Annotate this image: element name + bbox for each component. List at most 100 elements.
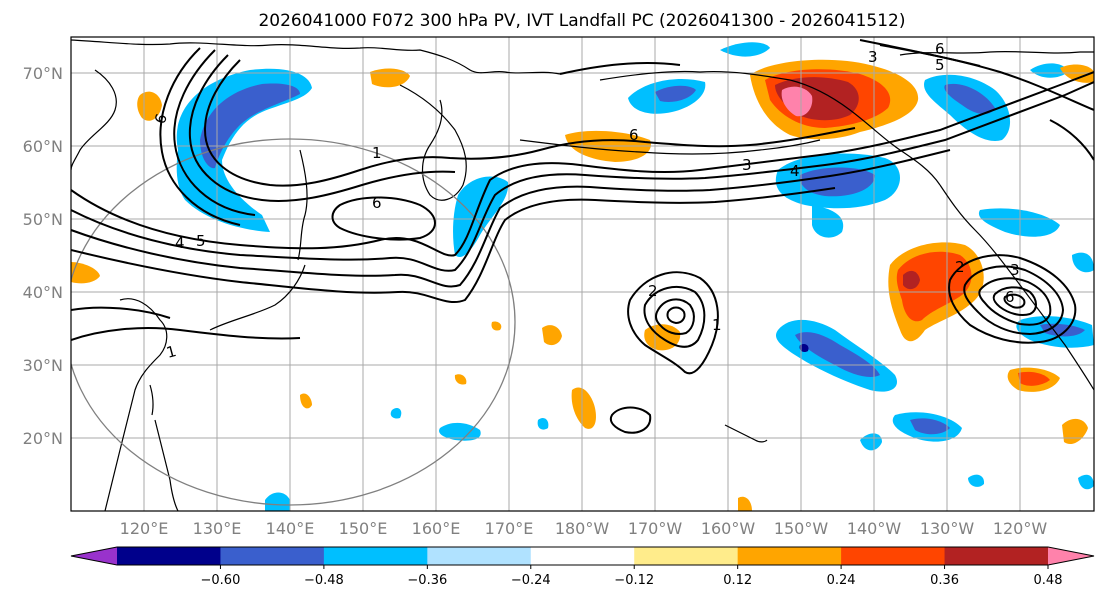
contour-label: 5 [935,56,945,74]
colorbar: −0.60 −0.48 −0.36 −0.24 −0.12 0.12 0.24 0.36 0.4… [70,546,1095,588]
contour-label: 5 [196,232,206,250]
contour-label: 3 [1010,261,1020,279]
contour-label: 2 [955,258,965,276]
colorbar-tick-label: 0.24 [827,573,856,588]
contour-label: 6 [629,126,639,144]
colorbar-bin [737,547,842,565]
colorbar-tick-label: −0.36 [407,573,447,588]
lon-label: 170°W [628,519,683,538]
shading-neg-kamchatka-arc [176,68,312,232]
shading-pos-subtrop-dark [903,270,920,290]
colorbar-bin [220,547,325,565]
shading-pos-sm-1 [542,325,562,346]
pv-contour-14 [654,298,695,335]
contour-label: 4 [175,234,185,252]
shading-neg-arctic-2 [1030,63,1068,78]
coast-canada-arctic [899,50,1094,56]
pv-contour-21 [609,406,652,434]
coastlines [71,39,1094,511]
pv-contour-4 [71,187,836,303]
pv-contour-15 [666,306,686,325]
coast-japan [209,264,306,331]
colorbar-bin [117,547,221,565]
coast-aleutians [519,139,821,155]
lon-label: 120°E [120,519,169,538]
lon-label: 130°E [193,519,242,538]
lat-label: 40°N [23,283,63,302]
shading-neg-small-6 [439,422,481,441]
shading-neg-subtropical-core [795,332,880,377]
contour-label: 6 [372,194,382,212]
colorbar-bin [841,547,946,565]
shading-pos-japan-sm [137,91,162,121]
pv-contour-8 [159,47,241,226]
shading-neg-dot [799,343,809,353]
shading-neg-small-8 [1072,252,1094,273]
pv-contour-7 [173,49,256,216]
lon-labels: 120°E 130°E 140°E 150°E 160°E 170°E 180°… [120,519,1048,538]
coast-kamchatka [399,84,467,201]
pv-contour-17 [963,265,1065,336]
shading-neg-yukon-core [944,83,995,115]
pv-contour-13 [643,285,706,348]
shading-pos-sm-2 [300,393,312,409]
colorbar-bin [944,547,1049,565]
pv-contours [71,39,1094,434]
pv-contour-5 [203,59,856,187]
pv-contour-16 [948,254,1077,344]
contour-label: 1 [372,144,382,162]
pv-contour-1 [71,71,1094,257]
pv-contour-24 [859,39,981,67]
colorbar-tick-label: −0.60 [201,573,241,588]
colorbar-bin [71,547,117,565]
map-panel: 6 4 5 1 6 6 2 1 3 6 3 4 5 2 3 6 1 [71,37,1094,511]
shading-pos-asia-edge [71,262,100,284]
pv-contour-2 [71,81,1094,272]
colorbar-bin [530,547,635,565]
colorbar-outline [70,546,1095,566]
shading-pos-sm-5-core [1018,371,1050,386]
lat-labels: 70°N 60°N 50°N 40°N 30°N 20°N [23,64,63,448]
coast-okhotsk [71,69,117,171]
contour-label: 1 [164,342,178,362]
pv-contour-25 [1049,119,1094,161]
lon-label: 160°E [412,519,461,538]
colorbar-bin [1048,547,1094,565]
coast-na-west [939,184,1094,391]
pv-contour-9 [331,196,436,241]
lon-label: 150°W [774,519,829,538]
pv-contour-20 [1003,293,1026,309]
pv-contour-12 [627,271,719,375]
colorbar-tick-label: −0.12 [614,573,654,588]
lon-label: 160°W [701,519,756,538]
lat-label: 60°N [23,137,63,156]
colorbar-ticks: −0.60 −0.48 −0.36 −0.24 −0.12 0.12 0.24 0.36 0.4… [201,565,1062,588]
pv-contour-19 [992,286,1037,317]
pv-contour-10 [71,327,301,341]
lon-label: 170°E [485,519,534,538]
coast-philippines [154,419,179,511]
contour-label: 6 [935,40,945,58]
lon-label: 150°E [339,519,388,538]
coast-asia-north [71,39,561,75]
coast-hawaii [724,424,768,443]
shading-neg-small-4 [265,492,290,511]
lon-label: 140°W [847,519,902,538]
coast-sakhalin [297,149,308,261]
map-frame [70,36,1095,512]
shading-neg-gulf-tail [812,205,844,238]
shading-neg-coast [978,208,1060,237]
contour-labels: 6 4 5 1 6 6 2 1 3 6 3 4 5 2 3 6 1 [151,40,1020,362]
pv-contour-22 [559,62,681,75]
shading-neg-small-3 [1078,474,1094,490]
lat-label: 70°N [23,64,63,83]
gridlines [71,37,1094,511]
shading-neg-hawaii-core [910,418,950,435]
contour-label: 3 [868,48,878,66]
shading-neg-small-7 [390,407,402,419]
shading-neg-alaska-core [655,85,696,102]
shading-pos-sm-3 [454,374,467,385]
lat-label: 50°N [23,210,63,229]
colorbar-tick-label: 0.12 [723,573,752,588]
